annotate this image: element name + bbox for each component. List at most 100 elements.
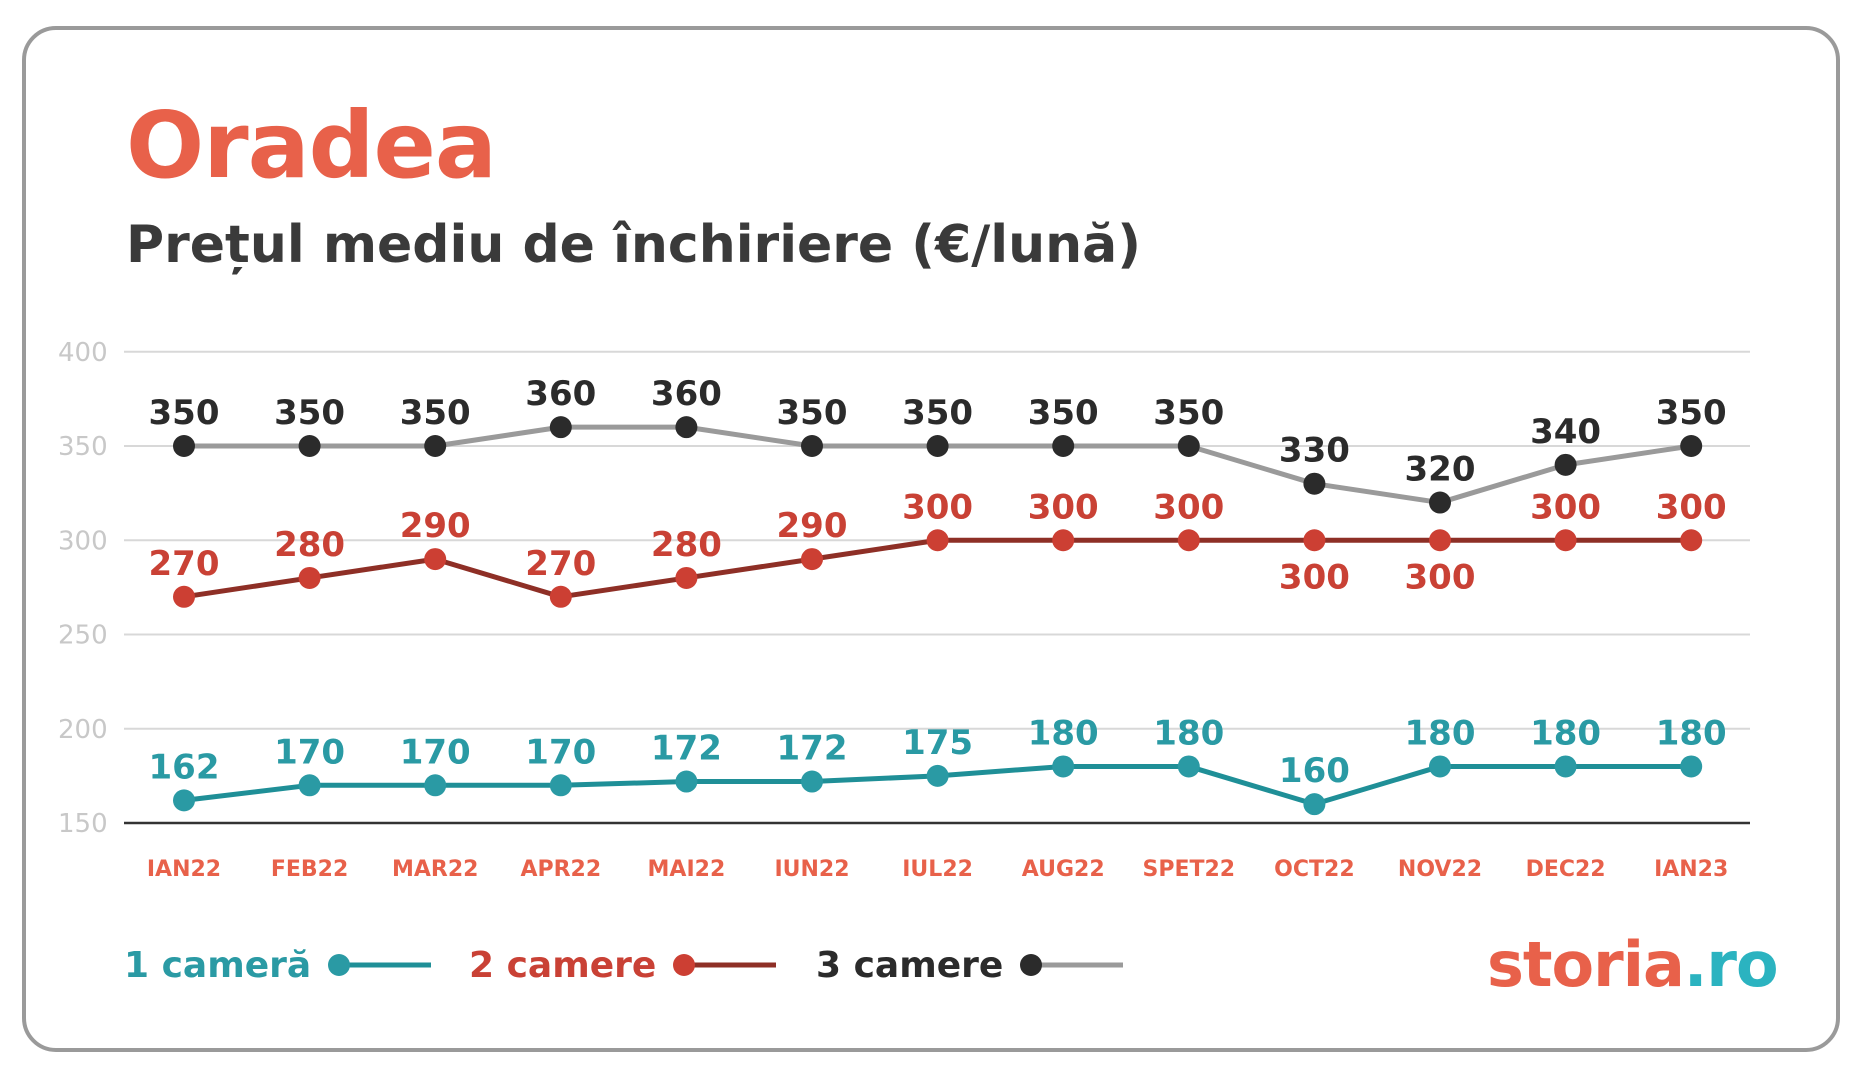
data-label: 360	[525, 374, 596, 414]
data-label: 290	[777, 506, 848, 546]
x-tick-label: AUG22	[1022, 857, 1105, 882]
data-point	[173, 789, 195, 812]
data-point	[1177, 435, 1200, 457]
data-point	[298, 774, 321, 797]
chart-title: Oradea	[126, 92, 497, 199]
y-tick-label: 350	[58, 432, 108, 462]
data-point	[1429, 755, 1451, 778]
legend-label-one-room: 1 cameră	[124, 944, 312, 986]
x-tick-label: IUL22	[902, 857, 973, 882]
data-label: 300	[1279, 557, 1350, 597]
data-point	[1303, 793, 1326, 816]
data-label: 320	[1405, 450, 1476, 490]
data-label: 180	[1405, 713, 1476, 753]
data-point	[549, 585, 572, 608]
data-label: 350	[274, 393, 345, 433]
data-point	[173, 435, 195, 457]
legend-item-two-rooms: 2 camere	[469, 940, 780, 990]
legend-label-three-rooms: 3 camere	[816, 944, 1004, 986]
data-label: 180	[1153, 713, 1224, 753]
x-tick-label: APR22	[520, 857, 601, 882]
data-point	[926, 529, 949, 552]
data-label: 270	[149, 544, 220, 584]
data-point	[424, 774, 447, 797]
data-label: 180	[1530, 713, 1601, 753]
data-point	[1303, 529, 1326, 552]
data-point	[549, 774, 572, 797]
x-tick-label: MAI22	[648, 857, 726, 882]
data-label: 300	[1530, 487, 1601, 527]
data-label: 180	[1028, 713, 1099, 753]
data-label: 350	[902, 393, 973, 433]
data-point	[675, 770, 698, 793]
data-point	[549, 416, 572, 439]
data-label: 170	[274, 732, 345, 772]
legend-swatch-one-room	[328, 954, 432, 976]
data-point	[424, 548, 447, 571]
data-point	[1554, 755, 1577, 778]
data-point	[1052, 529, 1075, 552]
data-point	[1052, 755, 1075, 778]
data-label: 350	[1153, 393, 1224, 433]
data-point	[926, 764, 949, 787]
data-point	[1429, 491, 1451, 514]
data-point	[298, 566, 321, 589]
data-label: 180	[1656, 713, 1727, 753]
legend-swatch-two-rooms	[673, 954, 777, 976]
data-label: 175	[902, 723, 973, 763]
data-point	[926, 435, 949, 457]
x-tick-label: SPET22	[1142, 857, 1235, 882]
y-tick-label: 200	[58, 715, 108, 745]
data-label: 350	[400, 393, 471, 433]
data-label: 350	[777, 393, 848, 433]
x-tick-label: FEB22	[271, 857, 348, 882]
data-point	[1177, 529, 1200, 552]
x-tick-label: MAR22	[392, 857, 478, 882]
legend-item-one-room: 1 cameră	[124, 940, 435, 990]
data-point	[675, 416, 698, 439]
data-label: 350	[149, 393, 220, 433]
y-tick-label: 150	[58, 809, 108, 839]
data-label: 300	[1405, 557, 1476, 597]
data-label: 300	[1153, 487, 1224, 527]
data-point	[1429, 529, 1451, 552]
data-point	[1303, 472, 1326, 495]
data-label: 300	[902, 487, 973, 527]
x-tick-label: NOV22	[1398, 857, 1482, 882]
x-tick-label: IAN22	[147, 857, 221, 882]
x-tick-label: OCT22	[1274, 857, 1354, 882]
data-label: 330	[1279, 431, 1350, 471]
data-point	[1680, 435, 1703, 457]
data-label: 300	[1028, 487, 1099, 527]
legend-item-three-rooms: 3 camere	[816, 940, 1127, 990]
legend-label-two-rooms: 2 camere	[469, 944, 657, 986]
data-label: 300	[1656, 487, 1727, 527]
data-point	[801, 548, 823, 571]
data-label: 350	[1028, 393, 1099, 433]
chart-subtitle: Prețul mediu de închiriere (€/lună)	[126, 215, 1141, 275]
storia-logo: storia.ro	[1487, 928, 1779, 1001]
x-tick-label: DEC22	[1526, 857, 1606, 882]
data-label: 170	[400, 732, 471, 772]
x-tick-label: IUN22	[774, 857, 849, 882]
data-point	[801, 435, 823, 457]
x-tick-label: IAN23	[1654, 857, 1728, 882]
data-point	[1554, 453, 1577, 476]
data-label: 280	[274, 525, 345, 565]
data-label: 160	[1279, 751, 1350, 791]
data-label: 280	[651, 525, 722, 565]
data-point	[1177, 755, 1200, 778]
data-point	[1680, 755, 1703, 778]
data-label: 290	[400, 506, 471, 546]
data-point	[1554, 529, 1577, 552]
data-point	[173, 585, 195, 608]
data-label: 172	[651, 729, 722, 769]
data-point	[1052, 435, 1075, 457]
data-label: 350	[1656, 393, 1727, 433]
data-point	[1680, 529, 1703, 552]
y-tick-label: 400	[58, 338, 108, 368]
logo-brand-text: storia	[1487, 928, 1685, 1001]
data-label: 170	[525, 732, 596, 772]
data-point	[675, 566, 698, 589]
